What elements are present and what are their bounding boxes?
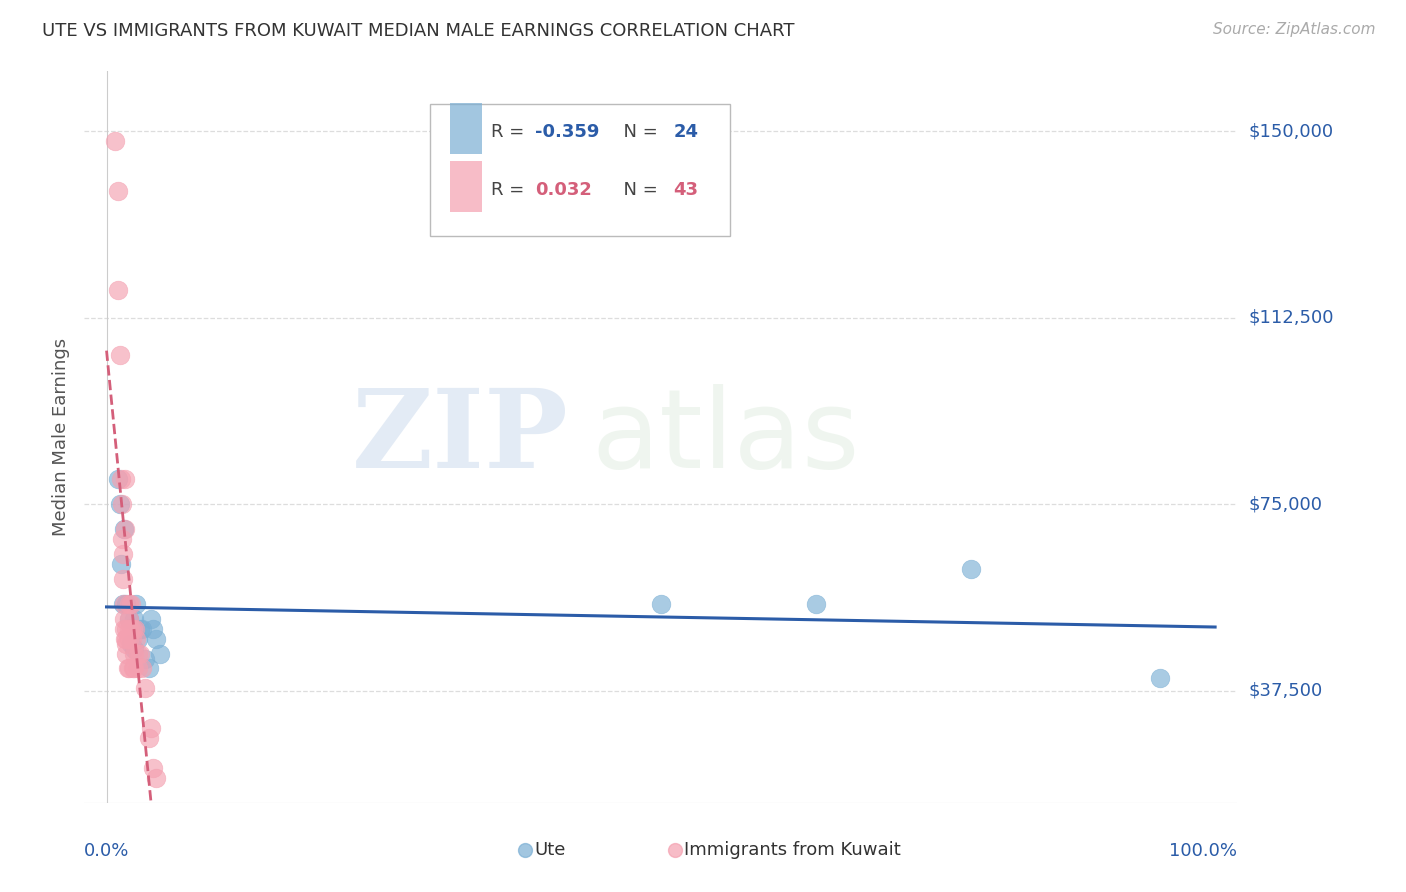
Point xyxy=(650,597,672,611)
Point xyxy=(114,472,136,486)
Text: N =: N = xyxy=(613,181,664,199)
Point xyxy=(122,622,145,636)
Point xyxy=(131,622,153,636)
Text: 100.0%: 100.0% xyxy=(1170,842,1237,860)
Point xyxy=(117,661,139,675)
Point xyxy=(112,612,135,626)
Point xyxy=(662,871,685,885)
Point xyxy=(108,497,131,511)
Point xyxy=(145,771,167,785)
Point xyxy=(118,622,141,636)
Point xyxy=(115,597,138,611)
Point xyxy=(128,622,150,636)
Point xyxy=(108,348,131,362)
FancyBboxPatch shape xyxy=(450,161,482,212)
Point xyxy=(115,622,138,636)
Point xyxy=(131,661,153,675)
Point xyxy=(960,562,983,576)
Point xyxy=(118,661,141,675)
Point xyxy=(112,547,135,561)
Point xyxy=(121,632,143,646)
Point xyxy=(138,731,160,745)
Text: $75,000: $75,000 xyxy=(1249,495,1323,513)
Text: ZIP: ZIP xyxy=(352,384,568,491)
Point xyxy=(107,283,129,297)
Text: $112,500: $112,500 xyxy=(1249,309,1334,326)
Point xyxy=(114,632,136,646)
Point xyxy=(128,647,150,661)
Point xyxy=(145,632,167,646)
Y-axis label: Median Male Earnings: Median Male Earnings xyxy=(52,338,70,536)
Point xyxy=(110,557,132,571)
Point xyxy=(107,184,129,198)
Point xyxy=(115,647,138,661)
Point xyxy=(114,522,136,536)
Point xyxy=(124,622,146,636)
Point xyxy=(1149,672,1171,686)
Point xyxy=(112,597,135,611)
Text: $37,500: $37,500 xyxy=(1249,681,1323,700)
Text: 0.0%: 0.0% xyxy=(84,842,129,860)
Point xyxy=(120,622,142,636)
Text: -0.359: -0.359 xyxy=(536,123,599,141)
Point xyxy=(118,597,141,611)
Point xyxy=(142,622,165,636)
Text: Source: ZipAtlas.com: Source: ZipAtlas.com xyxy=(1212,22,1375,37)
Point xyxy=(120,636,142,650)
Text: R =: R = xyxy=(491,181,530,199)
Point xyxy=(139,721,162,735)
Point xyxy=(134,651,156,665)
Point xyxy=(104,134,127,148)
Text: N =: N = xyxy=(613,123,664,141)
Point xyxy=(122,612,145,626)
Point xyxy=(142,761,165,775)
Point xyxy=(134,681,156,696)
Point xyxy=(127,661,149,675)
Point xyxy=(149,647,172,661)
Point xyxy=(125,597,148,611)
Point xyxy=(111,532,134,546)
Point xyxy=(112,522,135,536)
Point xyxy=(120,597,142,611)
Text: $150,000: $150,000 xyxy=(1249,122,1333,140)
Point xyxy=(107,472,129,486)
FancyBboxPatch shape xyxy=(450,103,482,153)
Point xyxy=(122,641,145,656)
Point xyxy=(115,632,138,646)
Point xyxy=(112,597,135,611)
Point xyxy=(519,871,541,885)
Point xyxy=(122,647,145,661)
Point xyxy=(127,632,149,646)
Point xyxy=(122,661,145,675)
Text: Ute: Ute xyxy=(534,841,565,859)
Point xyxy=(122,661,145,675)
FancyBboxPatch shape xyxy=(430,104,730,235)
Text: 24: 24 xyxy=(673,123,699,141)
Point xyxy=(138,661,160,675)
Point xyxy=(115,636,138,650)
Text: R =: R = xyxy=(491,123,530,141)
Point xyxy=(111,497,134,511)
Point xyxy=(118,612,141,626)
Text: 43: 43 xyxy=(673,181,699,199)
Point xyxy=(112,622,135,636)
Point xyxy=(127,647,149,661)
Point xyxy=(118,612,141,626)
Point xyxy=(112,572,135,586)
Text: Immigrants from Kuwait: Immigrants from Kuwait xyxy=(683,841,901,859)
Point xyxy=(804,597,827,611)
Text: atlas: atlas xyxy=(592,384,860,491)
Text: 0.032: 0.032 xyxy=(536,181,592,199)
Point xyxy=(139,612,162,626)
Point xyxy=(110,472,132,486)
Point xyxy=(118,632,141,646)
Point xyxy=(125,632,148,646)
Text: UTE VS IMMIGRANTS FROM KUWAIT MEDIAN MALE EARNINGS CORRELATION CHART: UTE VS IMMIGRANTS FROM KUWAIT MEDIAN MAL… xyxy=(42,22,794,40)
